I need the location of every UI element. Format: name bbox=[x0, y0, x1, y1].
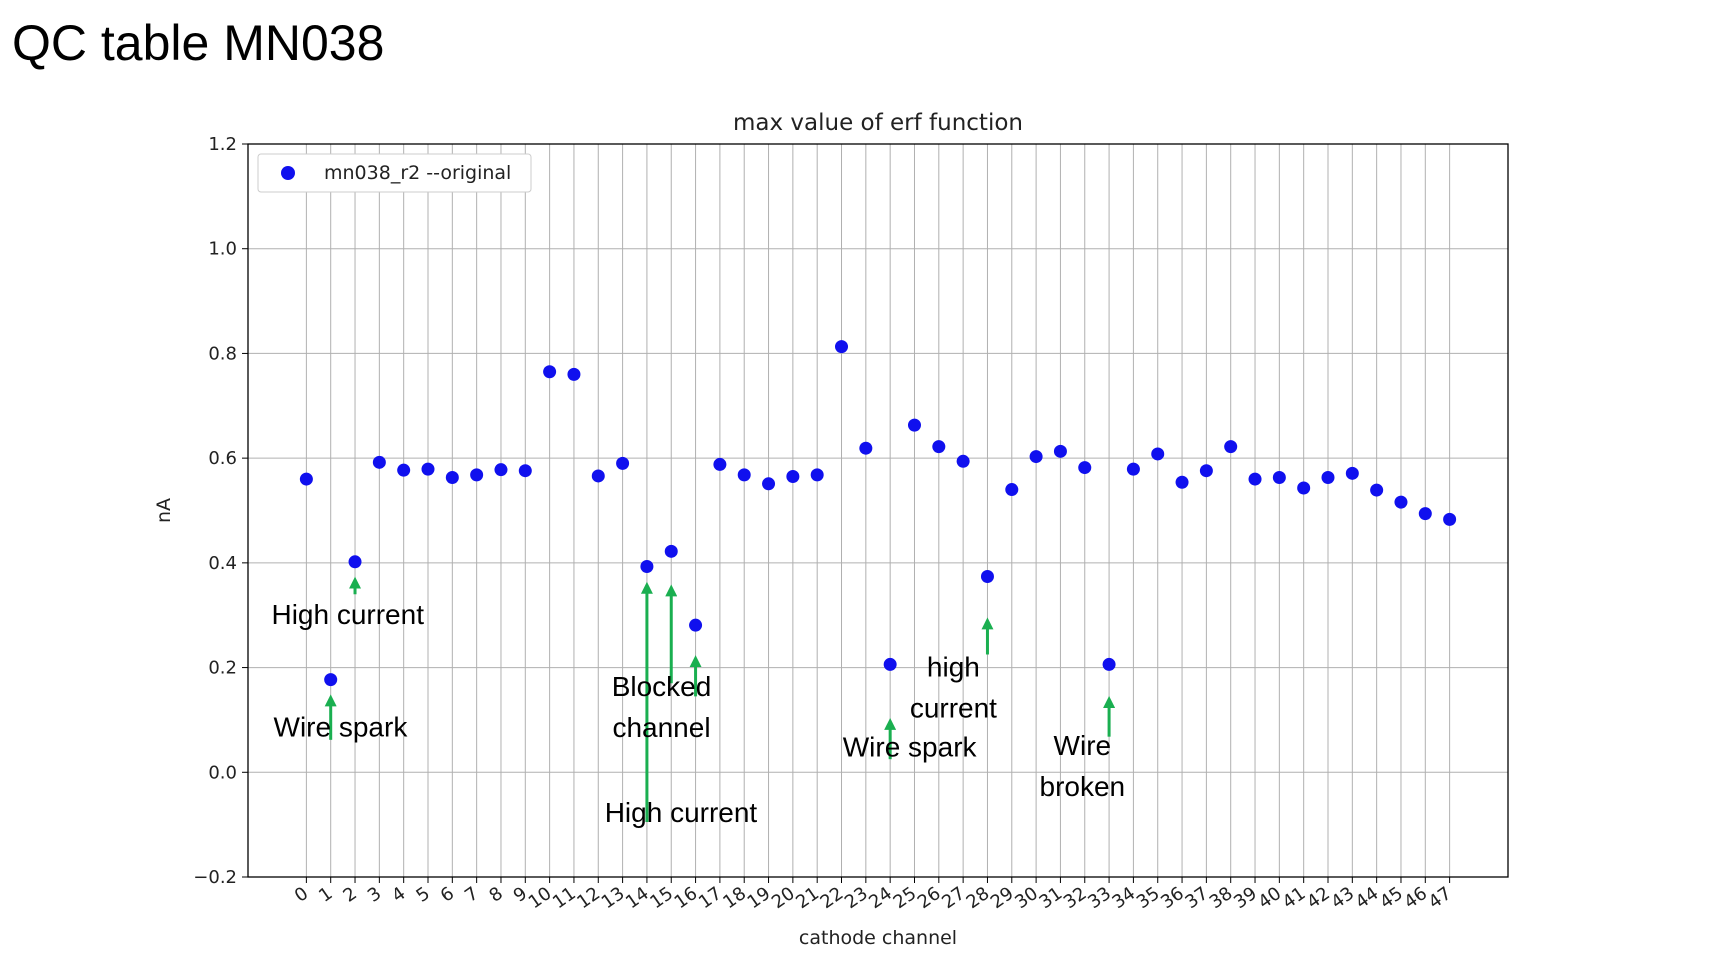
x-tick-label: 4 bbox=[388, 883, 409, 907]
x-tick-label: 8 bbox=[485, 883, 506, 907]
data-point bbox=[1151, 447, 1165, 461]
plot-frame bbox=[247, 143, 1509, 878]
x-axis-label: cathode channel bbox=[799, 927, 957, 949]
data-point bbox=[737, 468, 751, 482]
data-point bbox=[762, 477, 776, 491]
legend-box bbox=[257, 153, 532, 193]
annotation-line: Blocked bbox=[612, 671, 712, 702]
data-point bbox=[348, 555, 362, 569]
data-point bbox=[1345, 466, 1359, 480]
x-tick-label: 5 bbox=[412, 883, 433, 907]
x-tick-label: 6 bbox=[437, 883, 458, 907]
data-point bbox=[883, 657, 897, 671]
annotation-label: Wire broken bbox=[1040, 730, 1126, 802]
data-point bbox=[616, 456, 630, 470]
data-point bbox=[1102, 657, 1116, 671]
data-point bbox=[835, 340, 849, 354]
legend-marker bbox=[281, 166, 295, 180]
y-tick-label: 0.6 bbox=[208, 448, 237, 469]
annotation-label: Wire spark bbox=[274, 712, 409, 743]
y-tick-label: −0.2 bbox=[193, 867, 237, 888]
x-tick-label: 47 bbox=[1425, 883, 1456, 913]
data-point bbox=[1370, 483, 1384, 497]
y-tick-label: 0.4 bbox=[208, 553, 237, 574]
data-point bbox=[689, 618, 703, 632]
annotation-line: High current bbox=[271, 599, 424, 630]
data-point bbox=[956, 454, 970, 468]
y-tick-label: 0.0 bbox=[208, 762, 237, 783]
data-point bbox=[859, 441, 873, 455]
point-layer bbox=[299, 340, 1457, 687]
annotation-label: High current bbox=[271, 599, 424, 630]
data-point bbox=[567, 367, 581, 381]
y-tick-label: 1.0 bbox=[208, 239, 237, 260]
x-tick-label: 3 bbox=[364, 883, 385, 907]
annotation-label: Wire spark bbox=[843, 732, 978, 763]
annotation-layer: High current Wire spark High current Blocke… bbox=[271, 576, 1126, 828]
annotation-line: broken bbox=[1040, 771, 1126, 802]
annotation-label: high current bbox=[910, 651, 997, 723]
data-point bbox=[1053, 444, 1067, 458]
legend: mn038_r2 --original bbox=[257, 153, 532, 193]
annotation-line: Wire spark bbox=[274, 712, 409, 743]
data-point bbox=[932, 440, 946, 454]
data-point bbox=[1248, 472, 1262, 486]
data-point bbox=[713, 457, 727, 471]
legend-label: mn038_r2 --original bbox=[324, 162, 511, 184]
data-point bbox=[1418, 507, 1432, 521]
data-point bbox=[1199, 464, 1213, 478]
annotation-label: High current bbox=[605, 797, 758, 828]
annotation-line: Wire bbox=[1054, 730, 1112, 761]
data-point bbox=[1443, 512, 1457, 526]
annotation-line: channel bbox=[612, 712, 710, 743]
data-point bbox=[1394, 495, 1408, 509]
data-point bbox=[470, 468, 484, 482]
data-point bbox=[1321, 471, 1335, 485]
x-tick-label: 2 bbox=[339, 883, 360, 907]
data-point bbox=[372, 455, 386, 469]
data-point bbox=[1272, 471, 1286, 485]
data-point bbox=[786, 469, 800, 483]
annotation-line: Wire spark bbox=[843, 732, 978, 763]
data-point bbox=[445, 471, 459, 485]
data-point bbox=[591, 469, 605, 483]
y-tick-label: 0.2 bbox=[208, 658, 237, 679]
data-point bbox=[1126, 462, 1140, 476]
data-point bbox=[1005, 483, 1019, 497]
data-point bbox=[1029, 450, 1043, 464]
data-point bbox=[907, 418, 921, 432]
y-tick-label: 1.2 bbox=[208, 134, 237, 155]
annotation-label: Blocked channel bbox=[612, 671, 712, 743]
slide-title: QC table MN038 bbox=[12, 15, 385, 71]
data-point bbox=[518, 464, 532, 478]
data-point bbox=[640, 560, 654, 574]
data-point bbox=[299, 472, 313, 486]
data-point bbox=[1078, 461, 1092, 475]
tick-layer: 0 1 2 3 4 5 6 7 8 9101112131415161718192021222324… bbox=[193, 134, 1455, 913]
chart-title: max value of erf function bbox=[733, 110, 1023, 136]
x-tick-label: 0 bbox=[291, 883, 312, 907]
data-point bbox=[397, 463, 411, 477]
data-point bbox=[1224, 440, 1238, 454]
data-point bbox=[421, 462, 435, 476]
data-point bbox=[543, 365, 557, 379]
data-point bbox=[494, 463, 508, 477]
annotation-line: High current bbox=[605, 797, 758, 828]
y-tick-label: 0.8 bbox=[208, 343, 237, 364]
x-tick-label: 1 bbox=[315, 883, 336, 907]
data-point bbox=[1297, 481, 1311, 495]
annotation-line: high bbox=[927, 651, 980, 682]
data-point bbox=[664, 544, 678, 558]
y-axis-label: nA bbox=[153, 498, 175, 523]
data-point bbox=[810, 468, 824, 482]
annotation-line: current bbox=[910, 692, 997, 723]
data-point bbox=[1175, 475, 1189, 489]
grid-layer bbox=[248, 143, 1508, 878]
x-tick-label: 7 bbox=[461, 883, 482, 907]
data-point bbox=[324, 673, 338, 687]
data-point bbox=[980, 569, 994, 583]
